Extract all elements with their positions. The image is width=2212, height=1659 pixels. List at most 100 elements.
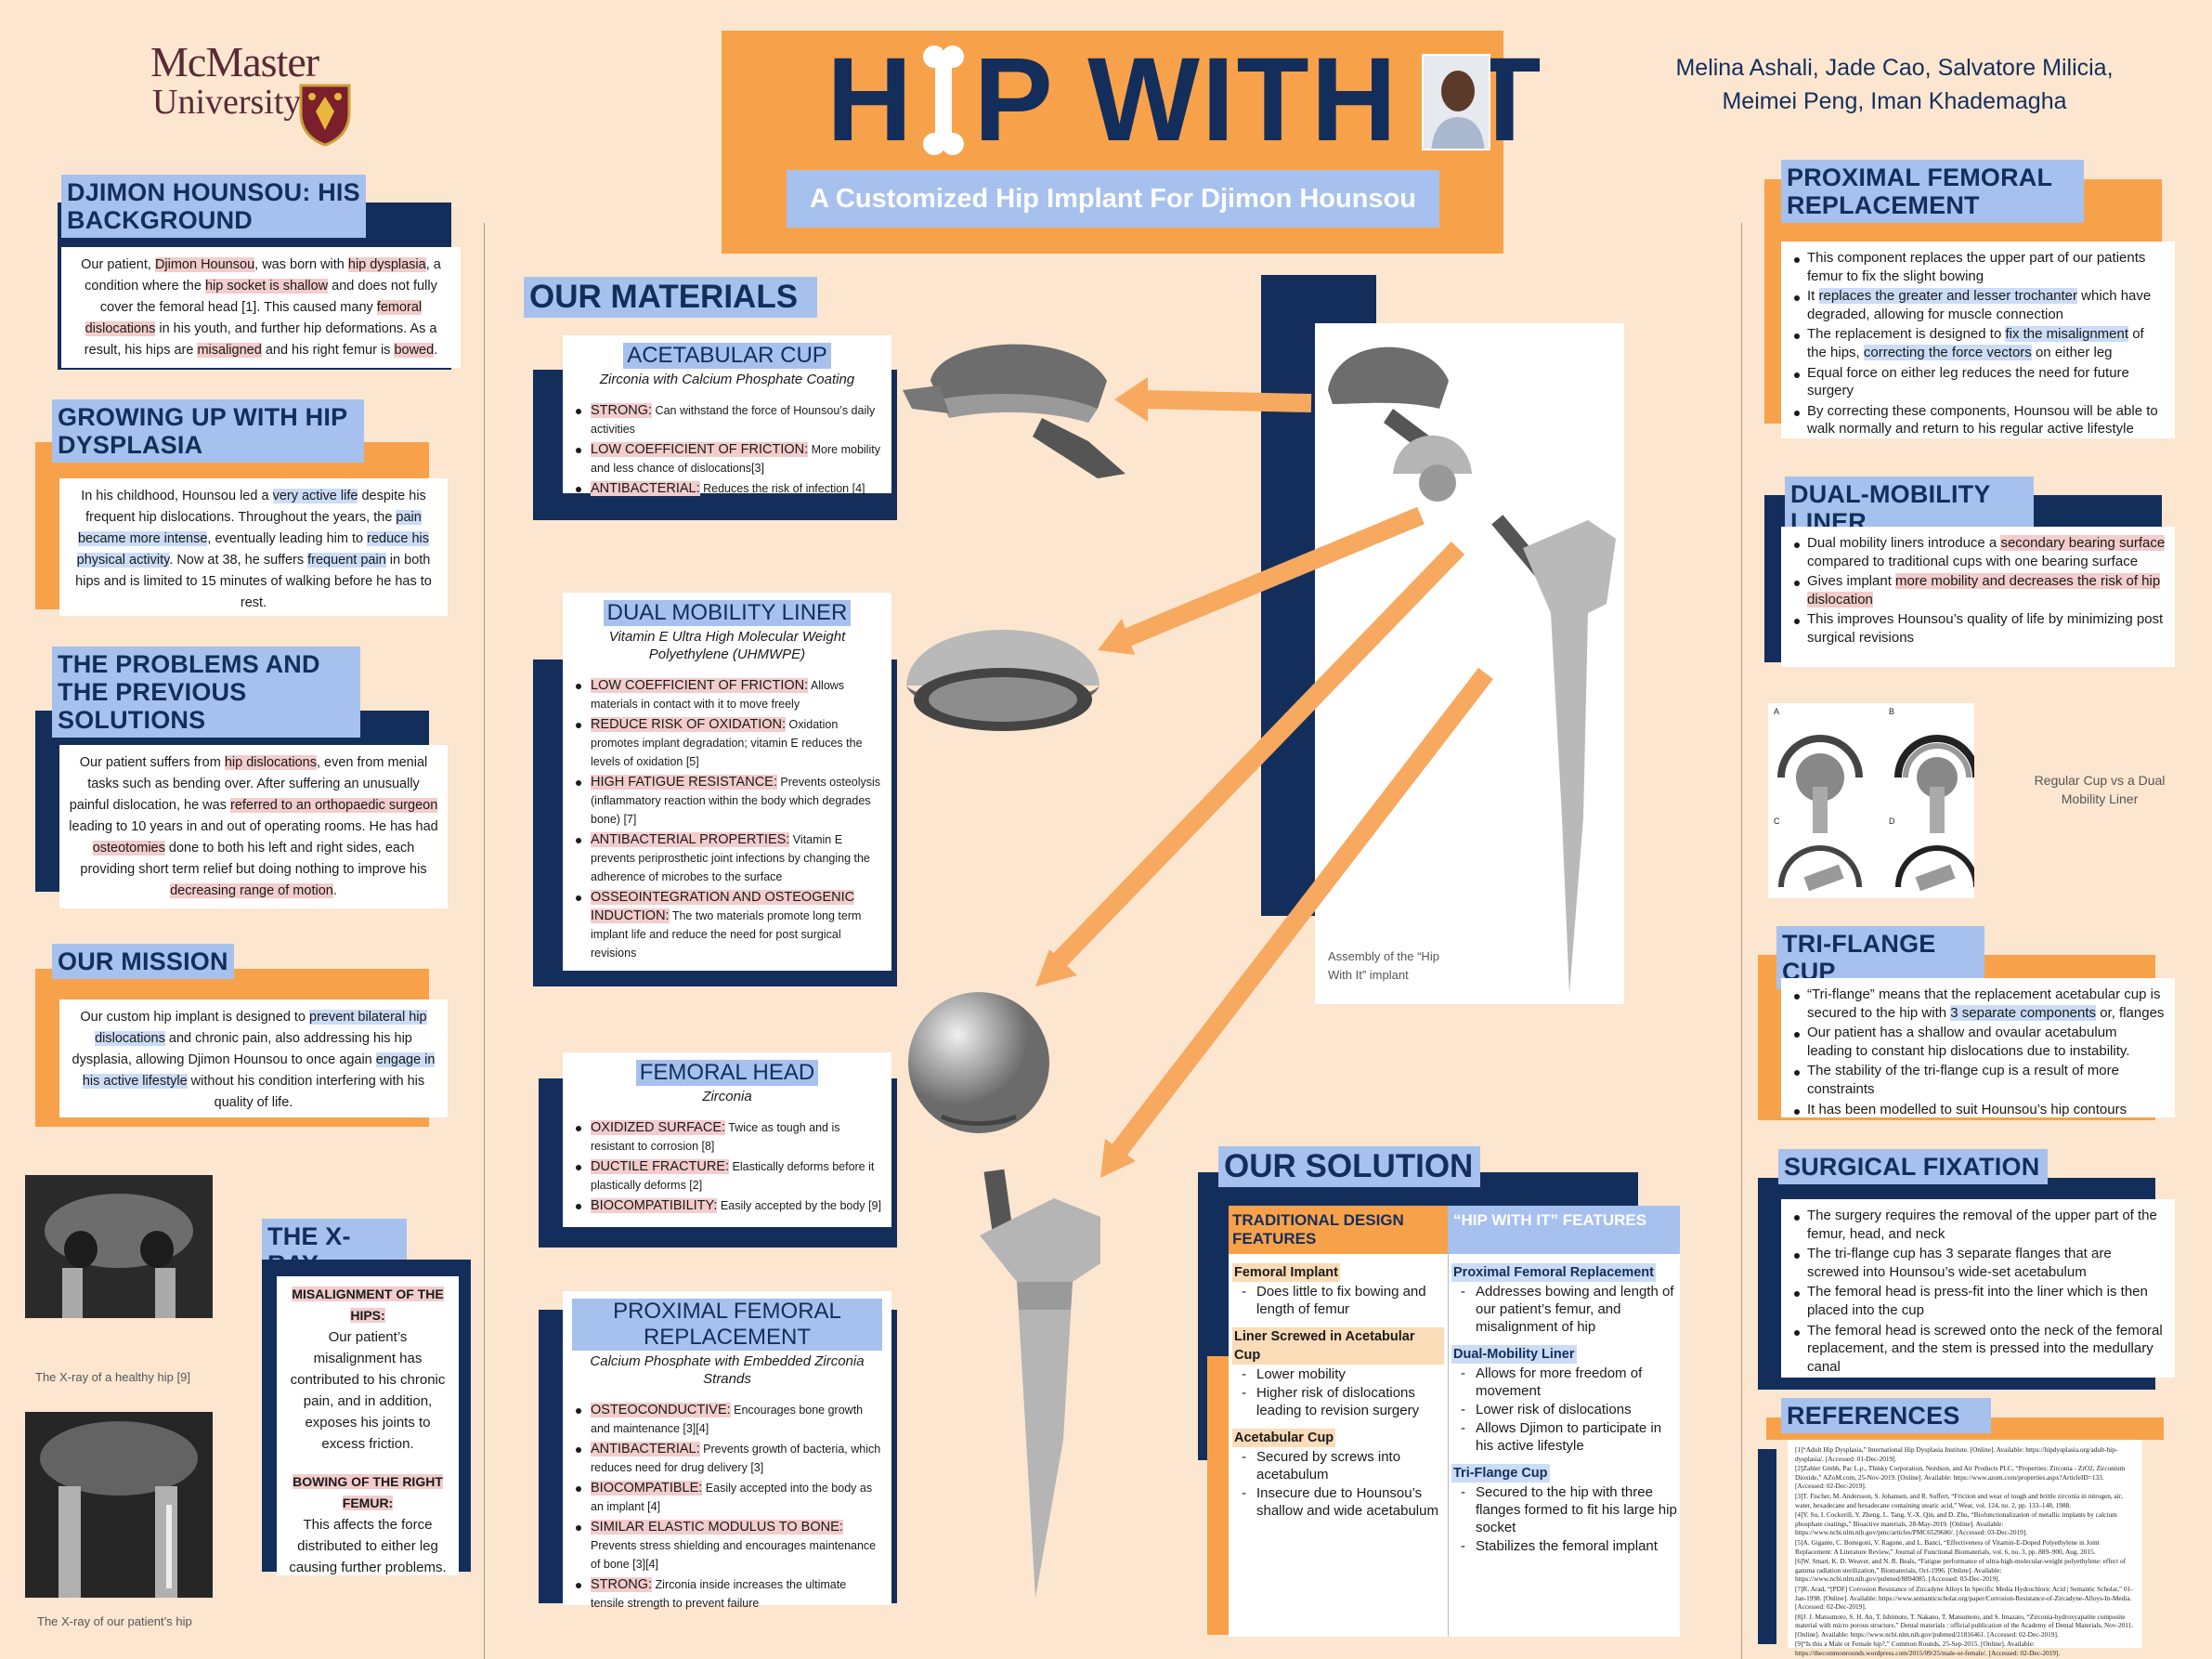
- highlighted-phrase: frequent pain: [307, 553, 386, 568]
- bullet-item: The tri-flange cup has 3 separate flange…: [1790, 1245, 2166, 1281]
- proximal-card: PROXIMAL FEMORAL REPLACEMENT Calcium Phos…: [563, 1291, 891, 1610]
- bullet-item: The stability of the tri-flange cup is a…: [1790, 1062, 2166, 1098]
- property-key: OSTEOCONDUCTIVE:: [591, 1403, 731, 1417]
- solution-feature-item: Addresses bowing and length of our patie…: [1451, 1283, 1678, 1336]
- property-list: STRONG: Can withstand the force of Houns…: [572, 401, 882, 498]
- bullet-item: Our patient has a shallow and ovaular ac…: [1790, 1024, 2166, 1060]
- page-subtitle: A Customized Hip Implant For Djimon Houn…: [787, 170, 1439, 228]
- right-proximal-heading: PROXIMAL FEMORAL REPLACEMENT: [1781, 160, 2084, 223]
- property-key: DUCTILE FRACTURE:: [591, 1159, 730, 1174]
- bullet-list: The surgery requires the removal of the …: [1790, 1207, 2166, 1376]
- paragraph-text: in both hips and is limited to 15 minute…: [75, 553, 432, 610]
- paragraph-text: and does not fully cover the femoral hea…: [99, 279, 437, 315]
- paragraph-text: , a condition where the: [85, 257, 441, 294]
- highlighted-phrase: hip socket is shallow: [204, 279, 329, 294]
- property-item: HIGH FATIGUE RESISTANCE: Prevents osteol…: [572, 773, 882, 829]
- material-title: PROXIMAL FEMORAL REPLACEMENT: [572, 1299, 882, 1351]
- bullet-text: The femoral head is screwed onto the nec…: [1807, 1322, 2163, 1375]
- mission-heading: OUR MISSION: [52, 944, 234, 979]
- highlighted-phrase: Djimon Hounsou: [154, 257, 255, 272]
- property-key: OXIDIZED SURFACE:: [591, 1120, 726, 1135]
- bullet-item: The replacement is designed to fix the m…: [1790, 325, 2166, 361]
- property-desc: Prevents osteolysis (inflammatory reacti…: [591, 776, 881, 826]
- bullet-item: It has been modelled to suit Hounsou’s h…: [1790, 1101, 2166, 1119]
- property-desc: Oxidation promotes implant degradation; …: [591, 718, 863, 768]
- highlighted-phrase: decreasing range of motion: [170, 883, 333, 898]
- paragraph-text: done to both his left and right sides, e…: [80, 841, 427, 877]
- xray-healthy-caption: The X-ray of a healthy hip [9]: [35, 1370, 190, 1384]
- figure-label: C: [1774, 816, 1780, 826]
- column-divider: [484, 223, 485, 1659]
- highlighted-phrase: misaligned: [197, 343, 262, 358]
- bullet-text: The stability of the tri-flange cup is a…: [1807, 1063, 2119, 1097]
- bullet-item: It replaces the greater and lesser troch…: [1790, 287, 2166, 323]
- property-key: REDUCE RISK OF OXIDATION:: [591, 717, 787, 732]
- property-item: ANTIBACTERIAL PROPERTIES: Vitamin E prev…: [572, 830, 882, 886]
- property-list: LOW COEFFICIENT OF FRICTION: Allows mate…: [572, 676, 882, 962]
- solution-feature-heading: Liner Screwed in Acetabular Cup: [1232, 1327, 1444, 1365]
- solution-feature-heading: Acetabular Cup: [1232, 1429, 1336, 1447]
- materials-heading: OUR MATERIALS: [524, 277, 817, 318]
- paragraph-text: Our patient suffers from: [79, 755, 225, 770]
- property-item: DUCTILE FRACTURE: Elastically deforms be…: [572, 1157, 882, 1195]
- figure-label: A: [1774, 707, 1779, 716]
- highlighted-phrase: fix the misalignment: [2005, 326, 2129, 343]
- bullet-item: This component replaces the upper part o…: [1790, 249, 2166, 285]
- assembly-render: [1328, 346, 1616, 994]
- property-key: LOW COEFFICIENT OF FRICTION:: [591, 678, 809, 693]
- bullet-text: Equal force on either leg reduces the ne…: [1807, 364, 2129, 399]
- paragraph-text: without his condition interfering with h…: [187, 1074, 425, 1110]
- property-key: LOW COEFFICIENT OF FRICTION:: [591, 442, 809, 457]
- property-key: ANTIBACTERIAL:: [591, 481, 700, 496]
- bullet-item: The surgery requires the removal of the …: [1790, 1207, 2166, 1243]
- solution-feature-item: Does little to fix bowing and length of …: [1232, 1283, 1444, 1318]
- solution-feature-heading: Proximal Femoral Replacement: [1451, 1263, 1656, 1282]
- property-key: BIOCOMPATIBLE:: [591, 1481, 703, 1496]
- property-desc: The two materials promote long term impl…: [591, 909, 862, 960]
- reference-item: [2]Zahler Gmbh, Pac L.p., Thinky Corpora…: [1795, 1464, 2126, 1491]
- solution-feature-item: Secured to the hip with three flanges fo…: [1451, 1483, 1678, 1536]
- triflange-text: “Tri-flange” means that the replacement …: [1781, 978, 2175, 1117]
- head-card: FEMORAL HEAD Zirconia OXIDIZED SURFACE: Tw…: [563, 1052, 891, 1227]
- property-item: OXIDIZED SURFACE: Twice as tough and is …: [572, 1118, 882, 1156]
- hipwithit-column-header: “HIP WITH IT” FEATURES: [1448, 1206, 1680, 1254]
- traditional-column-header: TRADITIONAL DESIGN FEATURES: [1229, 1206, 1448, 1254]
- property-desc: Vitamin E prevents periprosthetic joint …: [591, 833, 870, 883]
- paragraph-text: , was born with: [254, 257, 348, 272]
- bone-icon: [923, 45, 965, 155]
- solution-feature-heading: Tri-Flange Cup: [1451, 1464, 1550, 1483]
- bullet-text: “Tri-flange” means that the replacement …: [1807, 986, 2161, 1021]
- bullet-text: on either leg: [2031, 344, 2113, 360]
- bullet-list: Dual mobility liners introduce a seconda…: [1790, 534, 2166, 647]
- bullet-item: Equal force on either leg reduces the ne…: [1790, 364, 2166, 400]
- figure-label: D: [1889, 816, 1895, 826]
- property-item: BIOCOMPATIBLE: Easily accepted into the …: [572, 1479, 882, 1516]
- paragraph-text: .: [434, 343, 438, 358]
- bullet-text: compared to traditional cups with one be…: [1807, 553, 2139, 569]
- property-key: HIGH FATIGUE RESISTANCE:: [591, 775, 777, 790]
- highlighted-phrase: correcting the force vectors: [1863, 344, 2032, 360]
- material-title: DUAL MOBILITY LINER: [603, 600, 852, 626]
- property-desc: More mobility and less chance of disloca…: [591, 443, 880, 475]
- right-proximal-text: This component replaces the upper part o…: [1781, 242, 2175, 438]
- reference-item: [9]“Is this a Male or Female hip?,” Comm…: [1795, 1639, 2061, 1658]
- bullet-text: Our patient has a shallow and ovaular ac…: [1807, 1025, 2130, 1059]
- property-desc: Prevents growth of bacteria, which reduc…: [591, 1443, 881, 1474]
- material-subtitle: Calcium Phosphate with Embedded Zirconia…: [590, 1353, 865, 1387]
- column-divider: [1741, 223, 1742, 1659]
- reference-item: [1]“Adult Hip Dysplasia,” International …: [1795, 1445, 2118, 1463]
- reference-item: [3]T. Fischer, M. Andersson, S. Johansen…: [1795, 1491, 2123, 1509]
- highlighted-phrase: hip dislocations: [224, 755, 317, 770]
- highlighted-phrase: very active life: [272, 489, 358, 503]
- reference-item: [7]R. Arad, “[PDF] Corrosion Resistance …: [1795, 1584, 2133, 1612]
- reference-item: [8]J. J. Matsumoto, S. H. An, T. Ishimot…: [1795, 1612, 2134, 1639]
- property-desc: Zirconia inside increases the ultimate t…: [591, 1578, 847, 1610]
- problems-heading: THE PROBLEMS AND THE PREVIOUS SOLUTIONS: [52, 647, 360, 738]
- femoral-head-render: [908, 992, 1049, 1133]
- bullet-text: Dual mobility liners introduce a: [1807, 535, 2001, 551]
- paragraph-text: , eventually leading him to: [207, 531, 368, 546]
- table-divider: [1448, 1254, 1449, 1637]
- surgical-text: The surgery requires the removal of the …: [1781, 1199, 2175, 1378]
- property-item: BIOCOMPATIBILITY: Easily accepted by the…: [572, 1196, 882, 1215]
- solution-feature-item: Stabilizes the femoral implant: [1451, 1537, 1678, 1555]
